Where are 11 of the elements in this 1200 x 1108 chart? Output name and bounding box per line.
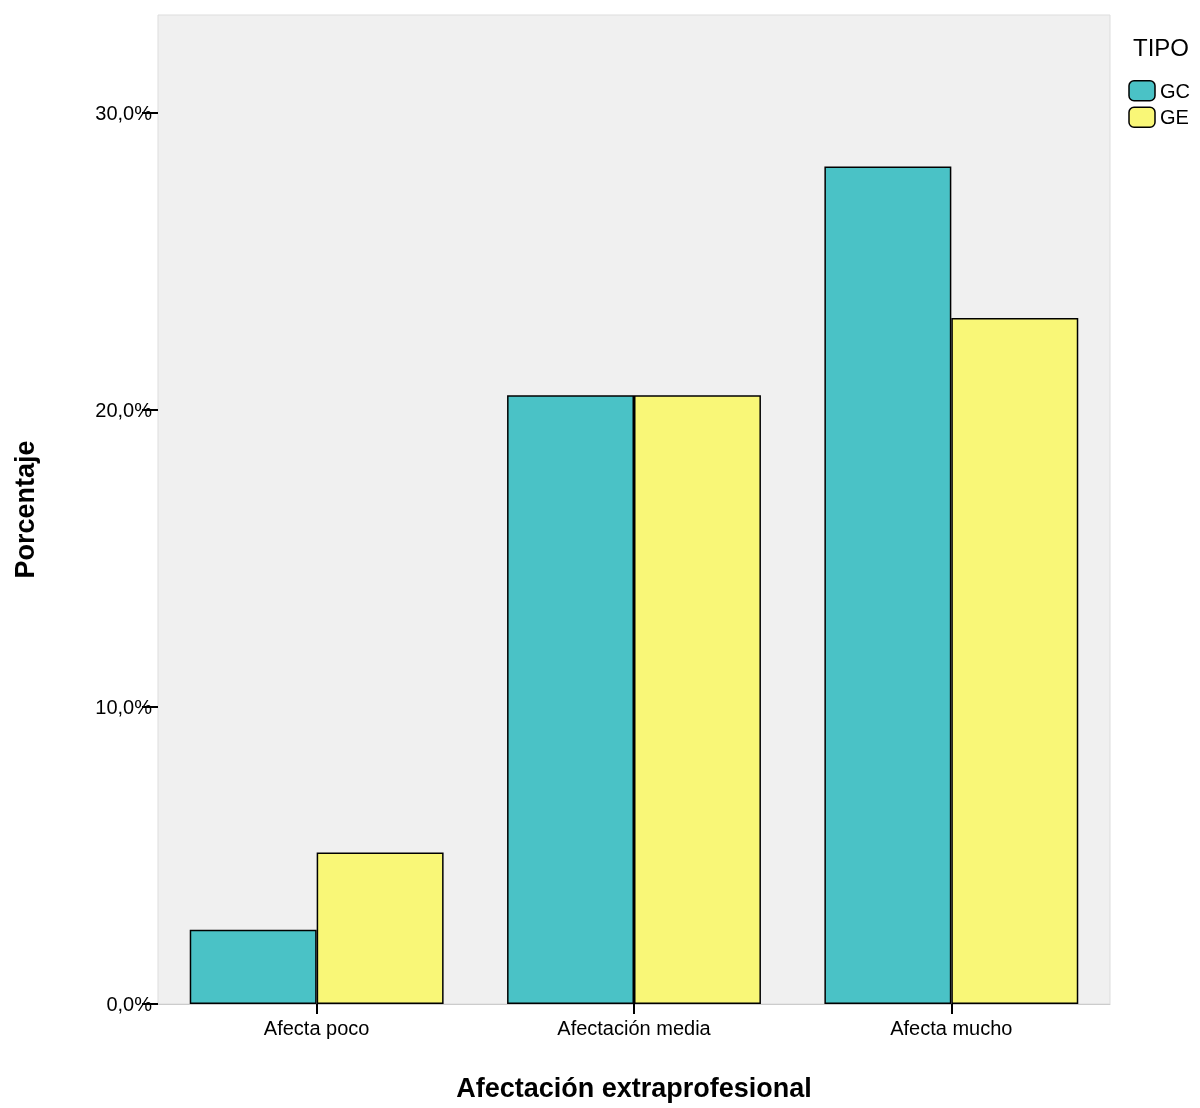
legend-label: GC xyxy=(1160,79,1190,102)
legend-label: GE xyxy=(1160,106,1189,129)
y-tick-label: 20,0% xyxy=(95,399,153,422)
legend-title: TIPO xyxy=(1133,33,1190,61)
x-tick-label: Afecta poco xyxy=(263,1017,370,1039)
x-axis-title: Afectación extraprofesional xyxy=(456,1072,812,1103)
y-tick-label: 30,0% xyxy=(95,102,153,125)
y-axis-title: Porcentaje xyxy=(9,440,40,579)
x-tick-label: Afectación media xyxy=(557,1017,712,1039)
x-tick-label: Afecta mucho xyxy=(890,1017,1013,1039)
y-tick-label: 10,0% xyxy=(95,696,153,718)
